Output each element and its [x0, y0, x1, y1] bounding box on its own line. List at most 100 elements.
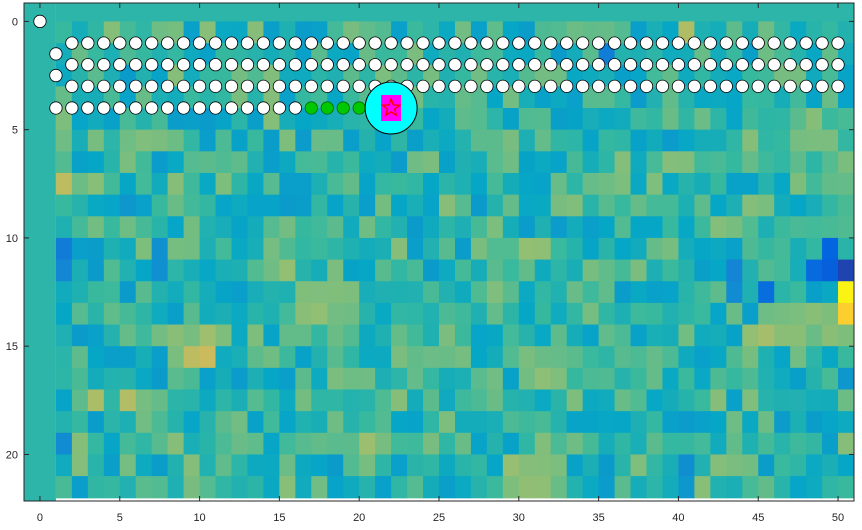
heatmap-cell [263, 367, 280, 391]
heatmap-cell [359, 324, 376, 347]
heatmap-cell [391, 302, 408, 326]
heatmap-cell [550, 216, 568, 239]
heatmap-cell [758, 237, 775, 261]
visited-marker [416, 36, 430, 50]
y-tick-label: 5 [12, 125, 18, 137]
heatmap-cell [454, 432, 472, 456]
heatmap-cell [87, 172, 105, 196]
heatmap-cell [550, 367, 568, 391]
heatmap-cell [710, 324, 727, 347]
visited-marker [240, 79, 255, 93]
heatmap-cell [502, 476, 520, 499]
heatmap-cell [71, 476, 89, 499]
heatmap-cell [614, 346, 632, 369]
heatmap-cell [518, 129, 536, 152]
visited-marker [703, 58, 717, 72]
heatmap-cell [199, 237, 217, 261]
heatmap-cell [359, 216, 376, 239]
heatmap-cell [598, 172, 616, 196]
heatmap-cell [502, 346, 520, 369]
heatmap-cell [279, 194, 296, 217]
heatmap-cell [582, 367, 600, 391]
heatmap-cell [407, 172, 424, 196]
heatmap-cell [710, 237, 727, 261]
heatmap-cell [87, 432, 105, 456]
heatmap-cell [534, 324, 552, 347]
heatmap-cell [790, 108, 807, 131]
heatmap-cell [135, 281, 153, 304]
heatmap-cell [486, 216, 504, 239]
heatmap-cell [454, 237, 472, 261]
heatmap-cell [646, 432, 664, 456]
heatmap-cell [407, 237, 424, 261]
heatmap-cell [534, 346, 552, 369]
heatmap-cell [407, 194, 424, 217]
heatmap-cell [327, 367, 344, 391]
heatmap-cell [359, 411, 376, 434]
heatmap-cell [391, 216, 408, 239]
heatmap-cell [151, 302, 169, 326]
heatmap-cell [135, 346, 153, 369]
heatmap-cell [247, 367, 265, 391]
heatmap-cell [183, 281, 201, 304]
visited-marker [767, 58, 781, 72]
heatmap-cell [199, 389, 217, 412]
heatmap-cell [87, 389, 105, 412]
visited-marker [496, 58, 510, 72]
visited-marker [432, 58, 446, 72]
x-tick-label: 5 [117, 512, 123, 524]
heatmap-cell [806, 411, 823, 434]
heatmap-cell [263, 454, 280, 477]
heatmap-cell [439, 259, 456, 282]
heatmap-cell [311, 302, 328, 326]
heatmap-cell [279, 129, 296, 152]
heatmap-cell [407, 151, 424, 174]
heatmap-cell [694, 237, 711, 261]
heatmap-cell [806, 302, 823, 326]
heatmap-cell [135, 411, 153, 434]
visited-marker [192, 101, 207, 115]
visited-marker [560, 79, 574, 93]
trail-marker [304, 101, 318, 115]
heatmap-cell [327, 194, 344, 217]
heatmap-cell [439, 237, 456, 261]
heatmap-cell [582, 108, 600, 131]
heatmap-cell [518, 367, 536, 391]
heatmap-cell [215, 476, 233, 499]
heatmap-cell [454, 476, 472, 499]
heatmap-cell [295, 281, 312, 304]
visited-marker [576, 79, 590, 93]
heatmap-cell [359, 367, 376, 391]
heatmap-cell [486, 367, 504, 391]
heatmap-cell [231, 454, 249, 477]
heatmap-cell [790, 389, 807, 412]
heatmap-cell [391, 237, 408, 261]
heatmap-cell [502, 302, 520, 326]
heatmap-cell [646, 216, 664, 239]
visited-marker [272, 58, 286, 72]
heatmap-cell [247, 302, 265, 326]
heatmap-cell [167, 324, 185, 347]
heatmap-cell [327, 129, 344, 152]
heatmap-cell [311, 216, 328, 239]
heatmap-cell [391, 367, 408, 391]
heatmap-cell [598, 432, 616, 456]
heatmap-cell [375, 432, 392, 456]
heatmap-cell [790, 281, 807, 304]
heatmap-cell [598, 237, 616, 261]
heatmap-cell [71, 411, 89, 434]
heatmap-cell [470, 281, 488, 304]
heatmap-cell [327, 259, 344, 282]
heatmap-cell [662, 194, 680, 217]
heatmap-cell [295, 411, 312, 434]
heatmap-cell [566, 389, 584, 412]
heatmap-cell [502, 151, 520, 174]
heatmap-cell [423, 151, 440, 174]
heatmap-cell [295, 151, 312, 174]
heatmap-cell [199, 129, 217, 152]
visited-marker [544, 36, 558, 50]
heatmap-cell [806, 216, 823, 239]
heatmap-cell [87, 411, 105, 434]
heatmap-cell [407, 346, 424, 369]
visited-marker [352, 79, 366, 93]
